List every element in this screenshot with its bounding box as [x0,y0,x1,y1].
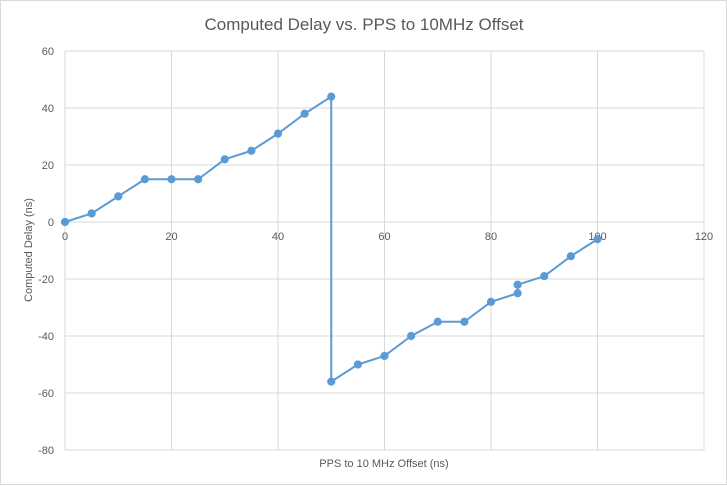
gridlines [64,50,705,451]
data-point [220,155,229,164]
data-point [140,175,149,184]
data-point [513,289,522,298]
x-tick-label: 60 [378,231,390,243]
y-tick-label: 20 [42,160,54,172]
x-tick-label: 120 [695,231,713,243]
data-point [513,280,522,289]
y-tick-label: 60 [42,46,54,58]
chart-title: Computed Delay vs. PPS to 10MHz Offset [204,15,523,34]
x-tick-label: 80 [485,231,497,243]
data-point [433,317,442,326]
x-axis-title: PPS to 10 MHz Offset (ns) [319,458,448,470]
data-point [114,192,123,201]
data-point [327,92,336,101]
series-layer [60,92,602,386]
x-tick-label: 40 [272,231,284,243]
data-point [300,109,309,118]
y-tick-label: -60 [38,388,54,400]
y-axis-title: Computed Delay (ns) [23,198,35,302]
data-point [353,360,362,369]
tick-labels: -80-60-40-200204060020406080100120 [38,46,713,457]
y-tick-label: -40 [38,331,54,343]
data-point [247,146,256,155]
data-point [273,129,283,138]
data-point [540,272,549,281]
data-point [460,317,469,326]
data-point [380,351,389,361]
y-tick-label: 40 [42,103,54,115]
data-point [60,217,70,227]
x-tick-label: 20 [165,231,177,243]
x-tick-label: 0 [62,231,68,243]
data-point [327,377,336,386]
data-point [87,209,96,218]
y-tick-label: -80 [38,445,54,457]
series-line [64,95,599,383]
data-point [167,175,176,184]
data-point [194,175,203,184]
y-tick-label: 0 [48,217,54,229]
data-point [407,331,416,341]
data-point [566,252,575,261]
data-point [486,297,496,306]
y-tick-label: -20 [38,274,54,286]
data-point [593,235,602,244]
